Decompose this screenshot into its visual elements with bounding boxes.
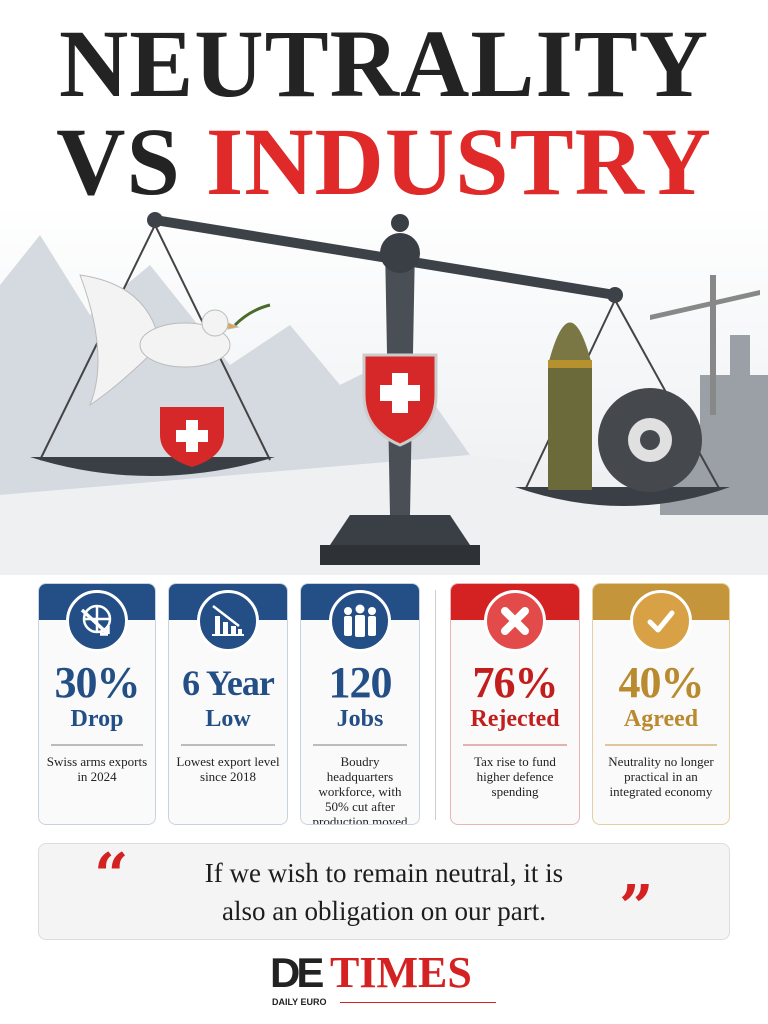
headline-vs: VS — [56, 108, 181, 215]
stat-value: 40% — [618, 658, 705, 707]
stat-card-export-drop: 30% Drop Swiss arms exports in 2024 — [38, 583, 156, 825]
stat-value: 76% — [472, 658, 559, 707]
gear-icon — [598, 388, 702, 492]
quote-box: “ If we wish to remain neutral, it is al… — [38, 843, 730, 940]
globe-down-arrow-icon — [66, 590, 128, 652]
section-divider — [435, 590, 436, 820]
x-mark-icon — [484, 590, 546, 652]
stat-description: Boudry headquarters workforce, with 50% … — [312, 754, 408, 825]
stat-card-agreed: 40% Agreed Neutrality no longer practica… — [592, 583, 730, 825]
stat-description: Tax rise to fund higher defence spending — [474, 754, 556, 799]
logo-rule — [340, 1002, 496, 1003]
right-pan — [515, 487, 730, 506]
people-icon — [329, 590, 391, 652]
stat-label: Rejected — [470, 706, 560, 732]
declining-bar-chart-icon — [197, 590, 259, 652]
daily-euro-times-logo: DE TIMES DAILY EURO — [270, 948, 500, 1012]
headline-line-2: VS INDUSTRY — [0, 112, 768, 212]
check-mark-icon — [630, 590, 692, 652]
left-pan — [30, 457, 275, 476]
quote-line-2: also an obligation on our part. — [222, 896, 546, 926]
stat-value: 30% — [54, 658, 141, 707]
balance-scale-illustration — [0, 212, 768, 575]
quote-line-1: If we wish to remain neutral, it is — [204, 858, 564, 888]
stat-card-six-year-low: 6 Year Low Lowest export level since 201… — [168, 583, 288, 825]
logo-mark: DE — [270, 949, 324, 996]
open-quote-mark: “ — [94, 841, 129, 911]
stat-value: 120 — [328, 658, 393, 707]
logo-tagline: DAILY EURO — [272, 997, 327, 1007]
headline-line-1: NEUTRALITY — [58, 10, 710, 117]
stat-card-jobs: 120 Jobs Boudry headquarters workforce, … — [300, 583, 420, 825]
logo-name: TIMES — [330, 948, 472, 997]
stat-description: Lowest export level since 2018 — [176, 754, 280, 784]
stat-value: 6 Year — [182, 663, 275, 703]
stat-description: Neutrality no longer practical in an int… — [608, 754, 714, 799]
stat-label: Drop — [70, 706, 124, 732]
dove-icon — [79, 274, 240, 407]
stat-label: Low — [205, 706, 251, 732]
stat-description: Swiss arms exports in 2024 — [46, 754, 148, 784]
stat-label: Jobs — [336, 706, 384, 732]
headline-industry: INDUSTRY — [205, 108, 712, 215]
stat-card-tax-rejected: 76% Rejected Tax rise to fund higher def… — [450, 583, 580, 825]
bullet-icon — [548, 322, 592, 490]
stat-label: Agreed — [623, 706, 699, 732]
close-quote-mark: ” — [619, 873, 654, 943]
